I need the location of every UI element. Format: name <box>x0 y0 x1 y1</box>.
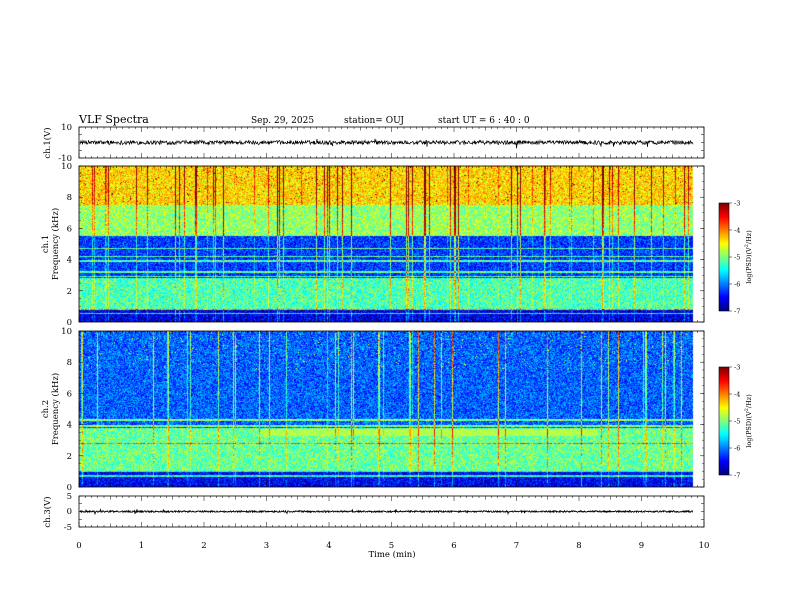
ch1-colorbar: -3 -4 -5 -6 -7 log(PSD)(V2/Hz) <box>718 200 753 316</box>
ch2-spectrogram-image-holder <box>79 331 704 487</box>
ch3-ytick-top: 5 <box>67 492 72 502</box>
ch1-colorbar-holder <box>719 203 729 311</box>
x-axis-ticks <box>78 127 705 527</box>
ch2-colorbar-holder <box>719 367 729 475</box>
y-tick-label: 2 <box>67 452 72 462</box>
date-label: Sep. 29, 2025 <box>251 116 314 126</box>
start-time-label: start UT = 6 : 40 : 0 <box>438 116 530 126</box>
x-axis-label: Time (min) <box>368 549 415 560</box>
colorbar-tick-label: -5 <box>734 254 740 262</box>
ch2-colorbar-label: log(PSD)(V2/Hz) <box>744 394 753 448</box>
y-tick-label: 10 <box>61 327 72 337</box>
ch1-colorbar-gradient <box>719 203 729 311</box>
ch2-colorbar: -3 -4 -5 -6 -7 log(PSD)(V2/Hz) <box>718 364 753 480</box>
y-tick-label: 10 <box>61 162 72 172</box>
ch3-waveform-panel: 5 0 -5 ch.3(V) <box>42 492 705 533</box>
ch1-waveform-trace <box>79 138 694 149</box>
ch2-frequency-label: Frequency (kHz) <box>50 373 61 445</box>
x-tick-label: 6 <box>451 541 456 551</box>
x-tick-label: 0 <box>76 541 81 551</box>
ch1-ytick-bottom: -10 <box>58 154 72 164</box>
x-tick-label: 1 <box>139 541 144 551</box>
ch2-colorbar-gradient <box>719 367 729 475</box>
colorbar-tick-label: -4 <box>734 391 740 399</box>
ch3-ytick-mid: 0 <box>67 507 72 517</box>
ch1-frequency-label: Frequency (kHz) <box>50 208 61 280</box>
x-tick-label: 5 <box>389 541 394 551</box>
x-axis-tick-labels: 0 1 2 3 4 5 6 7 8 9 10 <box>76 541 709 551</box>
colorbar-tick-label: -7 <box>734 472 740 480</box>
y-tick-label: 8 <box>67 193 72 203</box>
y-tick-label: 6 <box>67 224 72 234</box>
colorbar-tick-label: -7 <box>734 308 740 316</box>
station-label: station= OUJ <box>344 116 404 126</box>
ch1-waveform-panel: 10 -10 ch.1(V) <box>42 123 705 164</box>
x-tick-label: 8 <box>576 541 581 551</box>
x-tick-label: 4 <box>326 541 331 551</box>
colorbar-tick-label: -4 <box>734 227 740 235</box>
ch1-waveform-ylabel: ch.1(V) <box>42 127 53 158</box>
x-tick-label: 10 <box>699 541 710 551</box>
x-tick-label: 2 <box>201 541 206 551</box>
ch1-channel-label: ch.1 <box>41 235 51 253</box>
ch3-waveform-trace <box>79 508 694 516</box>
ch1-spectrogram-panel: 0 2 4 6 8 10 ch.1 Frequency (kHz) <box>41 162 705 328</box>
y-tick-label: 4 <box>67 256 72 266</box>
x-tick-label: 3 <box>264 541 269 551</box>
colorbar-tick-label: -5 <box>734 418 740 426</box>
ch1-colorbar-label: log(PSD)(V2/Hz) <box>744 230 753 284</box>
x-tick-label: 7 <box>514 541 519 551</box>
ch1-ytick-top: 10 <box>61 123 72 133</box>
ch3-ytick-bottom: -5 <box>64 523 72 533</box>
ch1-spectrogram-image <box>79 166 704 322</box>
ch2-spectrogram-image <box>79 331 704 487</box>
colorbar-tick-label: -3 <box>734 364 740 372</box>
colorbar-tick-label: -6 <box>734 445 740 453</box>
ch1-spectrogram-image-holder <box>79 166 704 322</box>
colorbar-tick-label: -6 <box>734 281 740 289</box>
x-tick-label: 9 <box>639 541 644 551</box>
y-tick-label: 0 <box>67 483 72 493</box>
y-tick-label: 2 <box>67 287 72 297</box>
y-tick-label: 4 <box>67 421 72 431</box>
y-tick-label: 8 <box>67 358 72 368</box>
ch1-waveform-frame <box>78 126 705 159</box>
ch2-channel-label: ch.2 <box>41 400 51 418</box>
y-tick-label: 6 <box>67 389 72 399</box>
ch2-spectrogram-panel: 0 2 4 6 8 10 ch.2 Frequency (kHz) <box>41 327 705 493</box>
ch3-waveform-ylabel: ch.3(V) <box>42 496 53 527</box>
colorbar-tick-label: -3 <box>734 200 740 208</box>
figure-title: VLF Spectra <box>78 113 149 126</box>
y-tick-label: 0 <box>67 318 72 328</box>
